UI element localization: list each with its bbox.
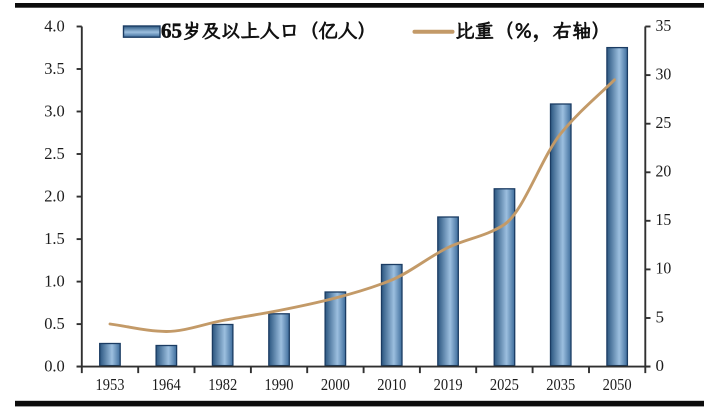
svg-text:5: 5	[656, 307, 665, 326]
svg-text:20: 20	[656, 162, 672, 181]
svg-text:1953: 1953	[96, 375, 125, 394]
svg-text:0.5: 0.5	[44, 314, 65, 333]
svg-text:2000: 2000	[321, 375, 350, 394]
svg-text:25: 25	[656, 113, 672, 132]
svg-text:15: 15	[656, 210, 672, 229]
svg-text:35: 35	[656, 16, 672, 35]
svg-text:10: 10	[656, 259, 672, 278]
svg-text:3.5: 3.5	[44, 59, 65, 78]
svg-text:4.0: 4.0	[44, 16, 65, 35]
svg-text:1982: 1982	[208, 375, 237, 394]
svg-text:3.0: 3.0	[44, 101, 65, 120]
svg-text:1964: 1964	[152, 375, 181, 394]
svg-text:2025: 2025	[490, 375, 519, 394]
svg-text:2010: 2010	[377, 375, 406, 394]
svg-text:2.0: 2.0	[44, 186, 65, 205]
svg-text:1.5: 1.5	[44, 229, 65, 248]
svg-text:30: 30	[656, 64, 672, 83]
svg-text:1990: 1990	[265, 375, 294, 394]
svg-text:2035: 2035	[546, 375, 575, 394]
svg-text:2019: 2019	[434, 375, 463, 394]
svg-text:1.0: 1.0	[44, 271, 65, 290]
svg-text:0: 0	[656, 356, 665, 375]
svg-text:2.5: 2.5	[44, 144, 65, 163]
svg-text:0.0: 0.0	[44, 356, 65, 375]
svg-text:2050: 2050	[603, 375, 632, 394]
